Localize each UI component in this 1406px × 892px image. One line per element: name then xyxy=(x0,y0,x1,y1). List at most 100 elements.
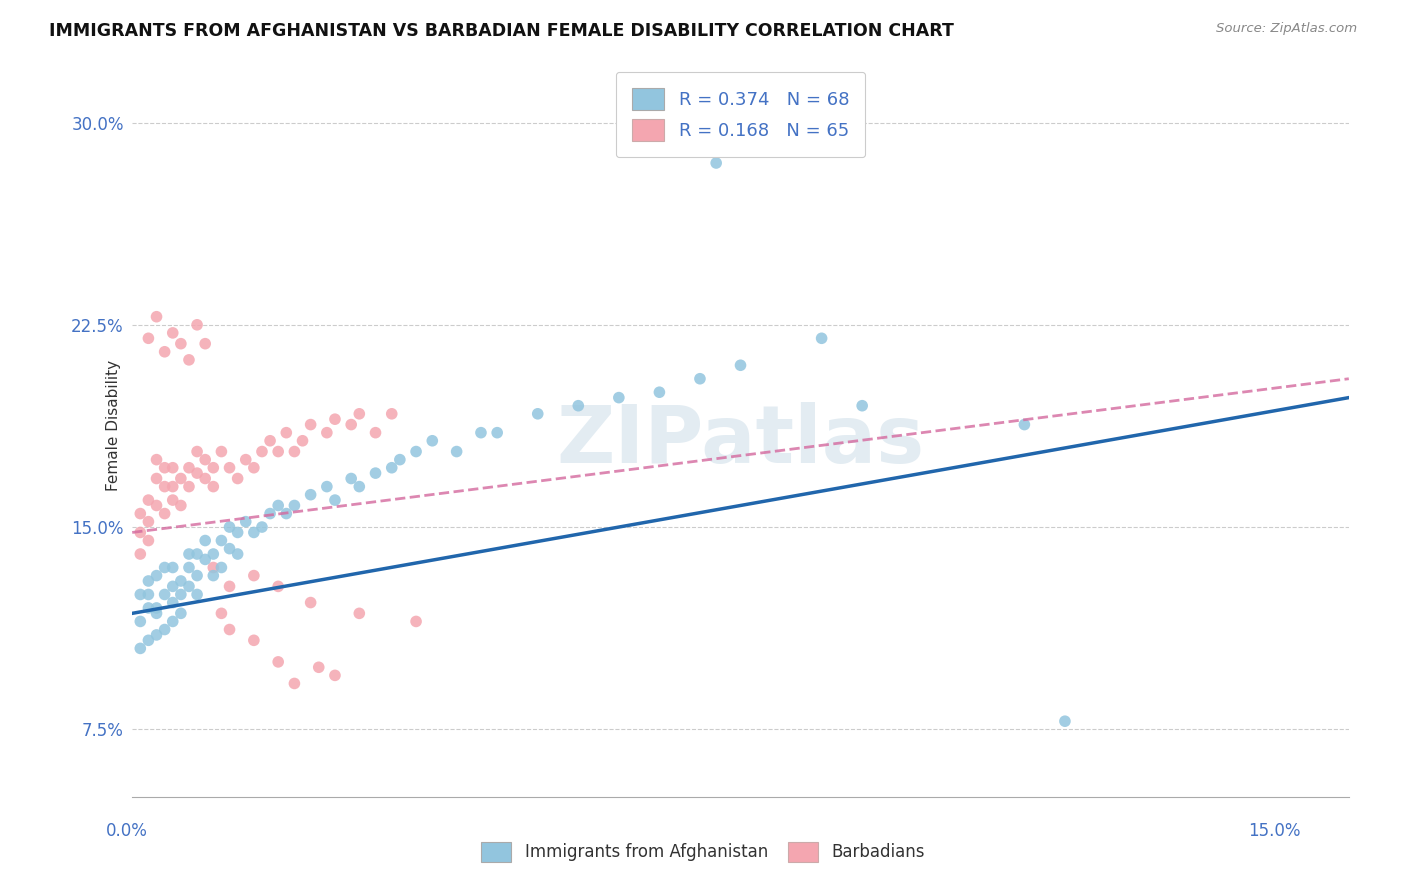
Point xyxy=(526,407,548,421)
Point xyxy=(170,499,193,513)
Point xyxy=(851,399,873,413)
Point xyxy=(145,452,167,467)
Point xyxy=(129,615,152,629)
Point xyxy=(177,460,200,475)
Point xyxy=(446,444,468,458)
Point xyxy=(218,460,240,475)
Point xyxy=(420,434,443,448)
Point xyxy=(730,358,752,372)
Point xyxy=(194,533,217,548)
Point xyxy=(235,515,257,529)
Point xyxy=(138,587,160,601)
Point xyxy=(138,633,160,648)
Point xyxy=(226,525,249,540)
Point xyxy=(145,310,167,324)
Point xyxy=(486,425,509,440)
Point xyxy=(209,607,232,621)
Point xyxy=(283,676,305,690)
Point xyxy=(153,587,176,601)
Point xyxy=(170,587,193,601)
Point xyxy=(162,560,184,574)
Point xyxy=(243,460,266,475)
Point xyxy=(177,480,200,494)
Point xyxy=(364,466,387,480)
Point xyxy=(186,568,208,582)
Point xyxy=(202,480,225,494)
Point xyxy=(162,480,184,494)
Point xyxy=(145,601,167,615)
Point xyxy=(405,615,427,629)
Point xyxy=(218,579,240,593)
Point xyxy=(218,520,240,534)
Point xyxy=(194,471,217,485)
Point xyxy=(283,444,305,458)
Text: IMMIGRANTS FROM AFGHANISTAN VS BARBADIAN FEMALE DISABILITY CORRELATION CHART: IMMIGRANTS FROM AFGHANISTAN VS BARBADIAN… xyxy=(49,22,955,40)
Point xyxy=(177,352,200,367)
Point xyxy=(226,547,249,561)
Text: 15.0%: 15.0% xyxy=(1249,822,1301,840)
Point xyxy=(162,460,184,475)
Point xyxy=(267,655,290,669)
Point xyxy=(186,466,208,480)
Point xyxy=(607,391,630,405)
Point xyxy=(250,444,273,458)
Point xyxy=(259,507,281,521)
Point xyxy=(323,412,346,426)
Point xyxy=(209,560,232,574)
Point xyxy=(202,568,225,582)
Point xyxy=(162,326,184,340)
Point xyxy=(186,318,208,332)
Point xyxy=(704,156,727,170)
Point xyxy=(138,601,160,615)
Point xyxy=(162,579,184,593)
Point xyxy=(349,607,371,621)
Point xyxy=(276,507,298,521)
Point xyxy=(226,471,249,485)
Point xyxy=(405,444,427,458)
Point xyxy=(689,372,711,386)
Point xyxy=(648,385,671,400)
Point xyxy=(194,452,217,467)
Point xyxy=(138,493,160,508)
Text: ZIPatlas: ZIPatlas xyxy=(557,401,925,480)
Point xyxy=(218,623,240,637)
Point xyxy=(145,471,167,485)
Point xyxy=(291,434,314,448)
Point xyxy=(276,425,298,440)
Point xyxy=(340,417,363,432)
Point xyxy=(170,607,193,621)
Point xyxy=(186,587,208,601)
Point xyxy=(138,331,160,345)
Point xyxy=(129,547,152,561)
Point xyxy=(186,444,208,458)
Point xyxy=(153,460,176,475)
Text: 0.0%: 0.0% xyxy=(105,822,148,840)
Point xyxy=(259,434,281,448)
Point xyxy=(202,547,225,561)
Point xyxy=(299,596,322,610)
Point xyxy=(129,507,152,521)
Point xyxy=(153,344,176,359)
Point xyxy=(145,628,167,642)
Point xyxy=(340,471,363,485)
Point xyxy=(323,668,346,682)
Point xyxy=(315,480,337,494)
Point xyxy=(567,399,589,413)
Legend: R = 0.374   N = 68, R = 0.168   N = 65: R = 0.374 N = 68, R = 0.168 N = 65 xyxy=(616,71,866,157)
Point xyxy=(202,560,225,574)
Point xyxy=(381,460,404,475)
Point xyxy=(243,525,266,540)
Point xyxy=(267,444,290,458)
Point xyxy=(299,488,322,502)
Text: Source: ZipAtlas.com: Source: ZipAtlas.com xyxy=(1216,22,1357,36)
Point xyxy=(153,480,176,494)
Point xyxy=(349,480,371,494)
Point xyxy=(162,615,184,629)
Point xyxy=(209,533,232,548)
Point xyxy=(810,331,832,345)
Point xyxy=(283,499,305,513)
Point xyxy=(1053,714,1076,729)
Point xyxy=(177,579,200,593)
Point xyxy=(267,579,290,593)
Point xyxy=(153,560,176,574)
